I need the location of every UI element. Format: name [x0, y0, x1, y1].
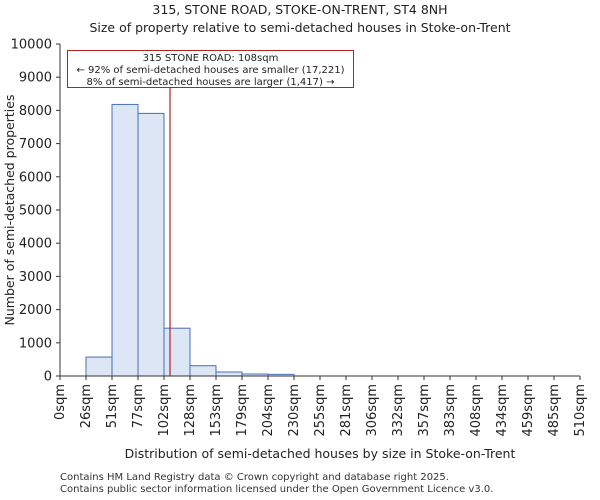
x-tick-label: 510sqm: [573, 384, 588, 437]
x-tick-label: 153sqm: [209, 384, 224, 437]
footer-line-1: Contains HM Land Registry data © Crown c…: [60, 472, 449, 483]
y-tick-label: 9000: [19, 71, 52, 86]
annotation-line-1: 315 STONE ROAD: 108sqm: [142, 53, 279, 64]
y-tick-label: 7000: [19, 137, 52, 152]
histogram-bar: [111, 103, 139, 377]
x-tick-label: 128sqm: [183, 384, 198, 437]
y-tick-label: 0: [44, 370, 52, 385]
x-tick-label: 26sqm: [79, 384, 94, 428]
annotation-line-3: 8% of semi-detached houses are larger (1…: [86, 77, 335, 88]
x-tick-label: 306sqm: [365, 384, 380, 437]
x-tick-label: 485sqm: [547, 384, 562, 437]
footer-line-2: Contains public sector information licen…: [60, 484, 494, 495]
y-tick-label: 10000: [11, 38, 52, 53]
x-tick-label: 230sqm: [287, 384, 302, 437]
y-tick-label: 5000: [19, 204, 52, 219]
histogram-bar: [189, 365, 217, 377]
histogram-bar: [163, 327, 191, 377]
x-tick-label: 0sqm: [53, 384, 68, 420]
annotation-line-2: ← 92% of semi-detached houses are smalle…: [76, 65, 345, 76]
y-tick-label: 6000: [19, 170, 52, 185]
x-axis-label: Distribution of semi-detached houses by …: [125, 446, 516, 461]
x-tick-label: 332sqm: [391, 384, 406, 437]
y-axis-label: Number of semi-detached properties: [2, 95, 17, 326]
histogram-bar: [137, 112, 165, 377]
chart-title: 315, STONE ROAD, STOKE-ON-TRENT, ST4 8NH: [152, 2, 448, 17]
histogram-bar: [85, 356, 113, 377]
x-tick-label: 204sqm: [261, 384, 276, 437]
x-tick-label: 408sqm: [469, 384, 484, 437]
chart-subtitle: Size of property relative to semi-detach…: [89, 20, 511, 35]
y-tick-label: 1000: [19, 336, 52, 351]
x-tick-label: 51sqm: [105, 384, 120, 428]
x-tick-label: 77sqm: [131, 384, 146, 428]
x-tick-label: 281sqm: [339, 384, 354, 437]
y-tick-label: 2000: [19, 303, 52, 318]
x-tick-label: 357sqm: [417, 384, 432, 437]
y-tick-label: 8000: [19, 104, 52, 119]
x-tick-label: 179sqm: [235, 384, 250, 437]
y-tick-label: 4000: [19, 237, 52, 252]
x-tick-label: 102sqm: [157, 384, 172, 437]
property-annotation-box: 315 STONE ROAD: 108sqm ← 92% of semi-det…: [67, 50, 354, 88]
x-tick-label: 255sqm: [313, 384, 328, 437]
x-tick-label: 383sqm: [443, 384, 458, 437]
histogram-bar: [215, 371, 243, 377]
x-tick-label: 434sqm: [495, 384, 510, 437]
y-tick-label: 3000: [19, 270, 52, 285]
x-tick-label: 459sqm: [521, 384, 536, 437]
